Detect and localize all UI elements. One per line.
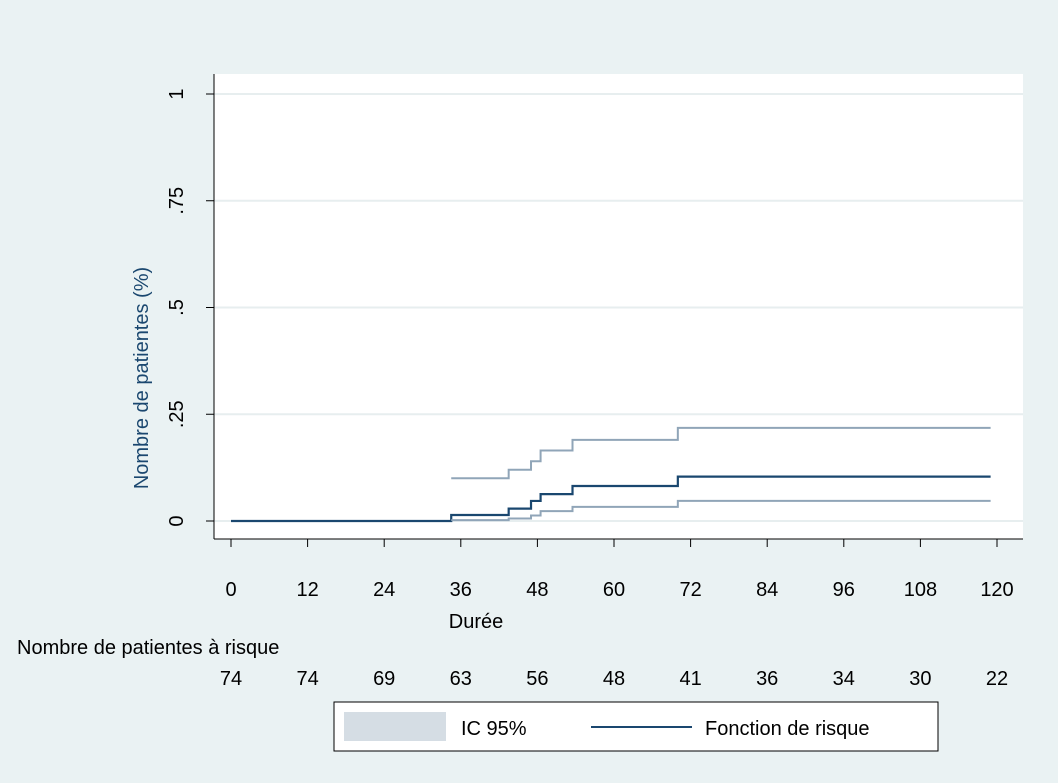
x-tick-label-2: 24 — [373, 579, 395, 601]
series-line-ci_upper — [451, 426, 991, 480]
legend-label-ci: IC 95% — [461, 718, 527, 740]
x-tick-label-6: 72 — [679, 579, 701, 601]
y-tick-label-2: .5 — [166, 299, 188, 316]
y-tick-label-4: 1 — [166, 88, 188, 99]
legend-label-hazard: Fonction de risque — [705, 718, 870, 740]
legend: IC 95% Fonction de risque — [333, 701, 939, 752]
risk-count-5: 48 — [603, 668, 625, 690]
risk-count-6: 41 — [679, 668, 701, 690]
x-tick-label-5: 60 — [603, 579, 625, 601]
y-axis-title: Nombre de patientes (%) — [131, 267, 153, 489]
x-tick-label-3: 36 — [450, 579, 472, 601]
x-tick-label-10: 120 — [980, 579, 1013, 601]
x-tick-label-4: 48 — [526, 579, 548, 601]
x-tick-label-0: 0 — [225, 579, 236, 601]
y-tick-label-0: 0 — [166, 515, 188, 526]
risk-count-3: 63 — [450, 668, 472, 690]
series-line-estimate — [231, 475, 991, 523]
x-tick-label-1: 12 — [296, 579, 318, 601]
risk-table: Nombre de patientes à risque 74 74 69 63 56 4… — [17, 637, 1008, 690]
risk-count-0: 74 — [220, 668, 242, 690]
risk-count-4: 56 — [526, 668, 548, 690]
x-tick-label-8: 96 — [833, 579, 855, 601]
y-tick-label-3: .75 — [166, 187, 188, 215]
risk-count-1: 74 — [296, 668, 318, 690]
risk-count-8: 34 — [833, 668, 855, 690]
x-axis-title: Durée — [449, 611, 503, 633]
series-line-ci_lower — [451, 499, 991, 522]
legend-swatch-ci — [344, 712, 446, 741]
plot-area: 0 .25 .5 .75 1 0 12 24 36 48 60 72 84 96 108 120 — [166, 74, 1023, 601]
risk-count-7: 36 — [756, 668, 778, 690]
risk-count-2: 69 — [373, 668, 395, 690]
y-tick-label-1: .25 — [166, 400, 188, 428]
risk-count-9: 30 — [909, 668, 931, 690]
x-tick-label-7: 84 — [756, 579, 778, 601]
risk-count-10: 22 — [986, 668, 1008, 690]
x-tick-label-9: 108 — [904, 579, 937, 601]
risk-table-label: Nombre de patientes à risque — [17, 637, 279, 659]
